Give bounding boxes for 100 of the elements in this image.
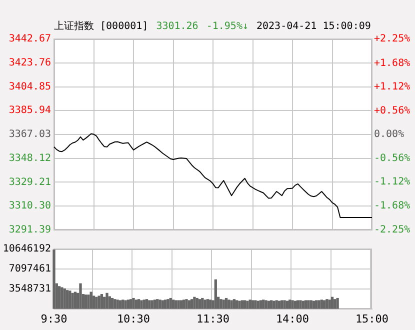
bar <box>254 300 257 309</box>
bar <box>71 292 74 309</box>
bar <box>299 300 302 309</box>
bar <box>150 300 154 309</box>
bar <box>307 300 310 309</box>
bar <box>294 300 296 309</box>
bar <box>161 300 164 309</box>
bar <box>87 294 90 309</box>
bar <box>291 300 294 309</box>
y-tick-label: 3404.85 <box>8 81 51 92</box>
bar <box>68 290 72 309</box>
bar <box>98 296 100 309</box>
bar <box>256 300 260 309</box>
bar <box>283 300 286 309</box>
bar <box>140 300 143 309</box>
bar <box>326 299 328 309</box>
bar <box>336 298 339 309</box>
bar <box>288 300 292 309</box>
y2-tick-label: 0.00% <box>374 129 404 140</box>
bar <box>248 300 252 309</box>
bar <box>185 299 188 309</box>
chart-title: 上证指数 [000001] <box>54 21 148 32</box>
y-tick-label: 3348.12 <box>8 152 51 164</box>
bar <box>63 288 66 309</box>
bar <box>196 298 198 309</box>
bar <box>124 300 127 309</box>
bar <box>60 287 64 309</box>
y2-tick-label: +1.68% <box>374 58 410 69</box>
bar <box>106 292 108 309</box>
bar <box>262 300 265 309</box>
y-tick-label: 3291.39 <box>8 224 51 236</box>
bar <box>116 300 119 309</box>
bar <box>114 299 116 309</box>
bar <box>166 299 170 309</box>
bar <box>220 299 222 309</box>
bar <box>330 296 334 309</box>
y-tick-label: 3329.21 <box>8 176 51 188</box>
bar <box>134 300 138 309</box>
bar <box>230 300 233 309</box>
bar <box>214 279 217 309</box>
bar <box>238 300 241 309</box>
bar <box>201 298 204 309</box>
y2-tick-label: +2.25% <box>374 34 410 45</box>
bar <box>79 283 82 309</box>
bar <box>103 296 106 309</box>
bar <box>334 299 336 309</box>
bar <box>90 292 92 309</box>
y2-tick-label: -1.12% <box>374 176 410 188</box>
bar <box>169 298 172 309</box>
y2-tick-label: -1.68% <box>374 200 410 212</box>
y-tick-label: 7097461 <box>8 264 51 275</box>
x-tick-label: 11:30 <box>196 312 230 326</box>
bar <box>228 300 230 309</box>
text: 3301.26 <box>156 21 198 32</box>
bar <box>267 300 270 309</box>
bar <box>302 300 304 309</box>
text: 2023-04-21 15:00:09 <box>256 21 371 32</box>
y-tick-label: 3423.76 <box>8 57 51 68</box>
y-tick-label: 3385.94 <box>8 105 51 116</box>
bar <box>156 299 159 309</box>
x-tick-label: 15:00 <box>355 312 389 326</box>
bar <box>122 300 124 309</box>
bar <box>177 300 180 309</box>
y-tick-label: 3310.30 <box>8 200 51 212</box>
bar <box>182 300 186 309</box>
x-tick-label: 14:00 <box>276 312 310 326</box>
bar <box>174 300 178 309</box>
x-tick-label: 10:30 <box>116 312 150 326</box>
bar <box>272 300 276 309</box>
y-tick-label: 3367.03 <box>8 129 51 140</box>
bar <box>108 296 111 309</box>
y2-tick-label: -0.56% <box>374 152 410 164</box>
y-tick-label: 3548731 <box>8 284 51 295</box>
y-tick-label: 3442.67 <box>8 34 51 45</box>
text: -1.95%↓ <box>206 21 248 32</box>
bar <box>188 300 190 309</box>
bar <box>222 300 225 309</box>
x-tick-label: 9:30 <box>40 312 68 326</box>
bar <box>95 296 98 309</box>
bar <box>190 299 194 309</box>
bar <box>318 300 320 309</box>
bar <box>264 300 268 309</box>
y2-tick-label: -2.25% <box>374 224 410 236</box>
bar <box>193 296 196 309</box>
y-tick-label: 10646192 <box>2 244 51 255</box>
bar <box>236 300 238 309</box>
bar <box>158 300 162 309</box>
bar <box>132 298 135 309</box>
bar <box>204 300 206 309</box>
bar <box>240 300 244 309</box>
bar <box>275 300 278 309</box>
bar <box>320 300 323 309</box>
y2-tick-label: +1.12% <box>374 82 410 93</box>
bar <box>328 300 331 309</box>
bar <box>142 300 146 309</box>
bar <box>280 300 284 309</box>
bar <box>310 300 312 309</box>
bar <box>315 300 318 309</box>
y2-tick-label: +0.56% <box>374 105 410 116</box>
bar <box>148 300 151 309</box>
